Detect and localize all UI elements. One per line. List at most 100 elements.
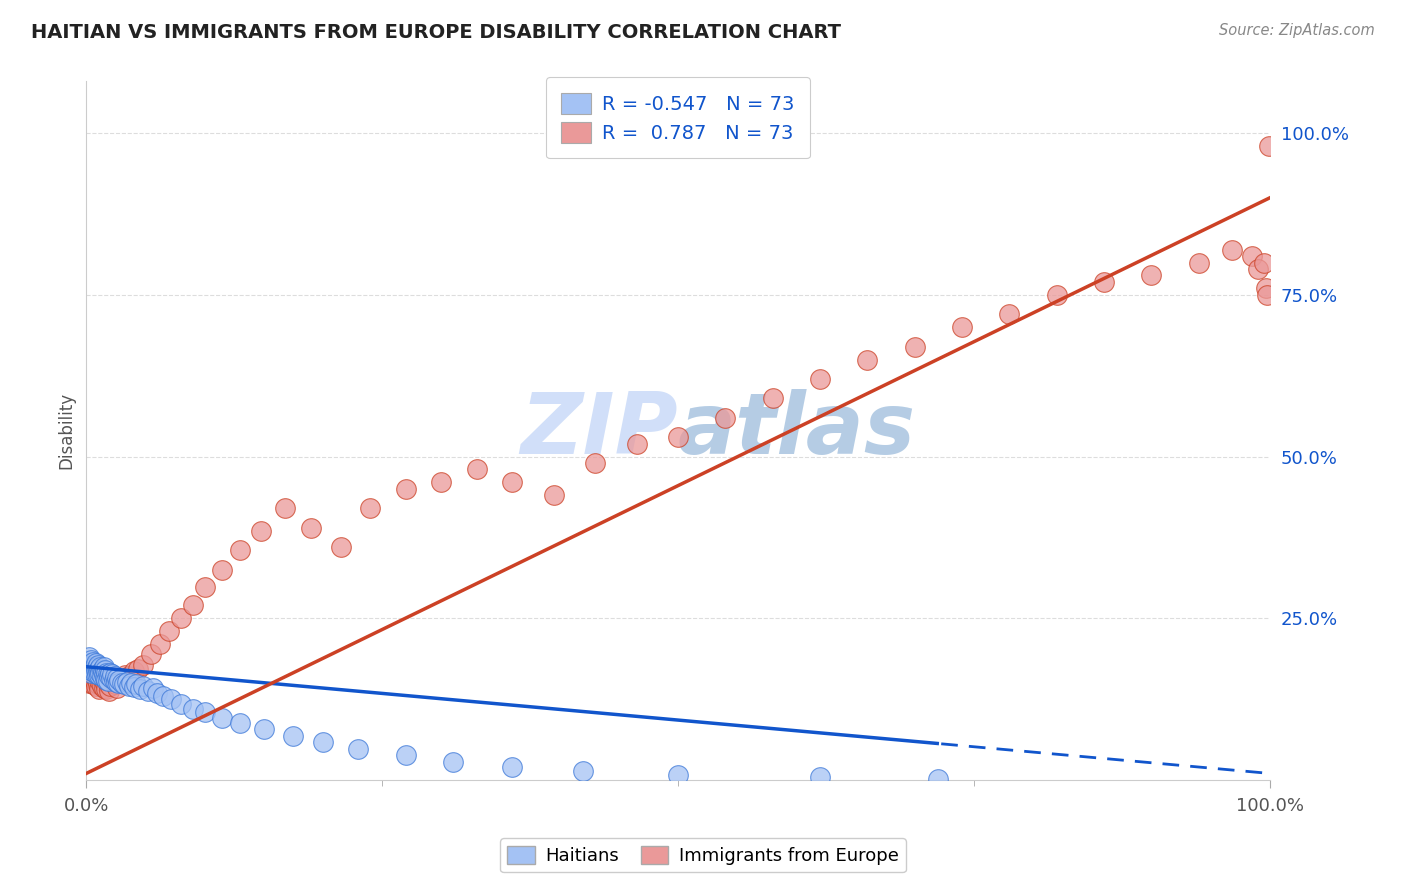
Point	[395, 748, 418, 763]
Point	[89, 674, 111, 689]
Point	[94, 663, 117, 677]
Point	[111, 676, 134, 690]
Point	[1256, 288, 1278, 302]
Point	[89, 659, 111, 673]
Point	[91, 673, 114, 687]
Point	[107, 676, 129, 690]
Point	[1256, 281, 1278, 295]
Legend: Haitians, Immigrants from Europe: Haitians, Immigrants from Europe	[501, 838, 905, 872]
Point	[359, 501, 381, 516]
Point	[89, 662, 111, 676]
Point	[118, 679, 141, 693]
Point	[94, 676, 117, 690]
Point	[82, 657, 104, 672]
Point	[160, 692, 183, 706]
Point	[84, 657, 107, 671]
Point	[87, 657, 110, 672]
Point	[97, 669, 120, 683]
Point	[194, 580, 217, 594]
Text: HAITIAN VS IMMIGRANTS FROM EUROPE DISABILITY CORRELATION CHART: HAITIAN VS IMMIGRANTS FROM EUROPE DISABI…	[31, 23, 841, 42]
Point	[120, 676, 142, 690]
Point	[1046, 288, 1069, 302]
Point	[93, 668, 115, 682]
Point	[82, 655, 104, 669]
Point	[927, 772, 949, 786]
Point	[714, 410, 737, 425]
Point	[950, 320, 973, 334]
Point	[856, 352, 879, 367]
Point	[253, 723, 276, 737]
Point	[132, 679, 155, 693]
Point	[250, 524, 273, 538]
Point	[132, 657, 155, 672]
Point	[79, 663, 101, 677]
Point	[1092, 275, 1115, 289]
Point	[82, 667, 104, 681]
Point	[762, 392, 785, 406]
Point	[77, 650, 100, 665]
Point	[543, 488, 565, 502]
Point	[666, 768, 689, 782]
Point	[86, 666, 108, 681]
Point	[501, 760, 523, 774]
Point	[90, 663, 112, 677]
Point	[329, 540, 352, 554]
Point	[283, 729, 305, 743]
Point	[115, 674, 138, 689]
Point	[80, 653, 103, 667]
Point	[89, 668, 111, 682]
Text: Source: ZipAtlas.com: Source: ZipAtlas.com	[1219, 23, 1375, 38]
Point	[142, 681, 165, 695]
Point	[299, 521, 322, 535]
Point	[312, 735, 335, 749]
Point	[79, 657, 101, 671]
Point	[157, 624, 180, 639]
Point	[87, 677, 110, 691]
Point	[101, 667, 124, 681]
Point	[84, 663, 107, 677]
Point	[125, 677, 148, 691]
Point	[395, 482, 418, 496]
Point	[101, 673, 124, 687]
Point	[1240, 249, 1263, 263]
Point	[96, 673, 118, 687]
Point	[97, 677, 120, 691]
Point	[108, 673, 131, 687]
Point	[93, 681, 115, 695]
Point	[86, 673, 108, 687]
Point	[82, 671, 104, 685]
Point	[86, 660, 108, 674]
Point	[105, 681, 128, 695]
Point	[146, 685, 169, 699]
Point	[89, 666, 111, 681]
Point	[76, 669, 98, 683]
Point	[103, 673, 125, 687]
Point	[465, 462, 488, 476]
Point	[170, 697, 193, 711]
Point	[1140, 268, 1163, 283]
Point	[82, 662, 104, 676]
Point	[90, 679, 112, 693]
Point	[229, 543, 252, 558]
Legend: R = -0.547   N = 73, R =  0.787   N = 73: R = -0.547 N = 73, R = 0.787 N = 73	[546, 78, 810, 159]
Point	[79, 666, 101, 681]
Point	[90, 669, 112, 683]
Point	[441, 755, 464, 769]
Point	[808, 372, 831, 386]
Point	[97, 683, 120, 698]
Point	[128, 682, 150, 697]
Point	[83, 673, 105, 688]
Point	[127, 662, 149, 676]
Point	[91, 665, 114, 679]
Point	[181, 702, 204, 716]
Point	[583, 456, 606, 470]
Point	[104, 669, 127, 683]
Point	[84, 669, 107, 683]
Point	[118, 669, 141, 683]
Point	[100, 671, 122, 685]
Point	[105, 671, 128, 685]
Point	[97, 667, 120, 681]
Point	[83, 659, 105, 673]
Point	[904, 340, 927, 354]
Point	[96, 666, 118, 681]
